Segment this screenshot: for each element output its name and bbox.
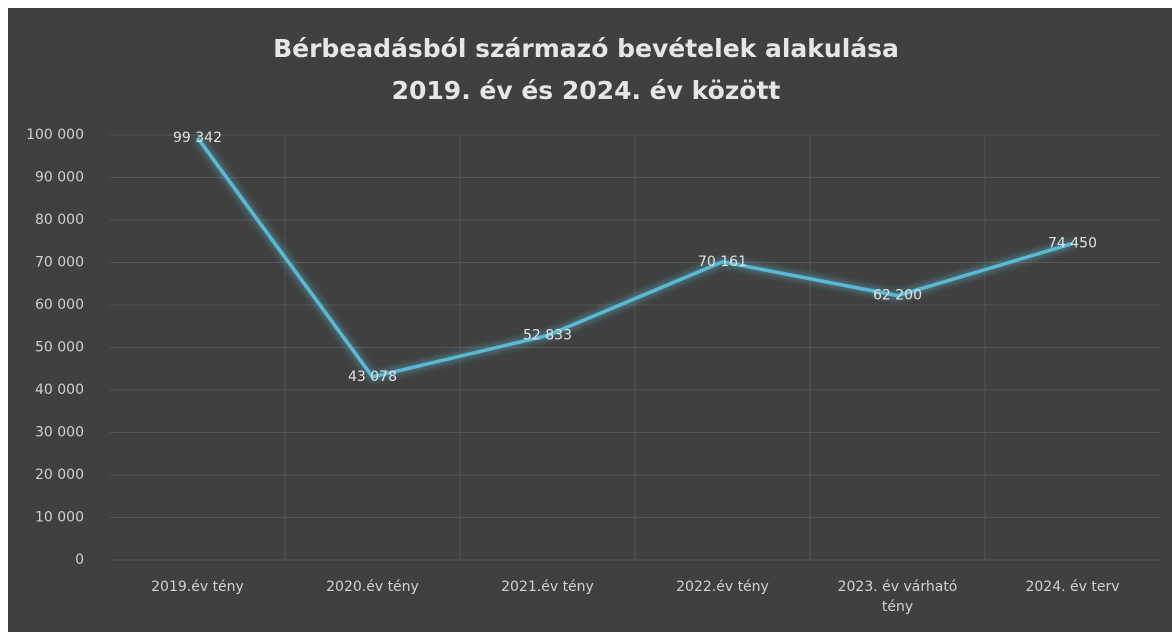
data-label: 52 833 — [523, 327, 572, 343]
y-tick-label: 50 000 — [35, 340, 84, 356]
x-tick-label: 2022.év tény — [676, 579, 769, 595]
y-tick-label: 10 000 — [35, 510, 84, 526]
y-tick-label: 80 000 — [35, 212, 84, 228]
y-tick-label: 60 000 — [35, 297, 84, 313]
x-tick-label: 2020.év tény — [326, 579, 419, 595]
chart-subtitle: 2019. év és 2024. év között — [392, 76, 781, 105]
x-tick-label: 2021.év tény — [501, 579, 594, 595]
y-tick-label: 40 000 — [35, 382, 84, 398]
y-tick-label: 90 000 — [35, 170, 84, 186]
chart-background — [8, 8, 1172, 632]
x-tick-label: 2024. év terv — [1025, 579, 1120, 595]
y-tick-label: 100 000 — [26, 127, 84, 143]
y-tick-label: 20 000 — [35, 467, 84, 483]
data-label: 70 161 — [698, 254, 747, 270]
y-tick-label: 0 — [75, 552, 84, 568]
data-label: 74 450 — [1048, 236, 1097, 252]
x-tick-label: 2019.év tény — [151, 579, 244, 595]
chart-title: Bérbeadásból származó bevételek alakulás… — [273, 34, 899, 63]
data-label: 99 342 — [173, 130, 222, 146]
data-label: 62 200 — [873, 288, 922, 304]
y-tick-label: 30 000 — [35, 425, 84, 441]
line — [196, 136, 1073, 379]
x-tick-label: 2023. év várható tény — [837, 579, 958, 615]
data-label: 43 078 — [348, 369, 397, 385]
y-tick-label: 70 000 — [35, 255, 84, 271]
